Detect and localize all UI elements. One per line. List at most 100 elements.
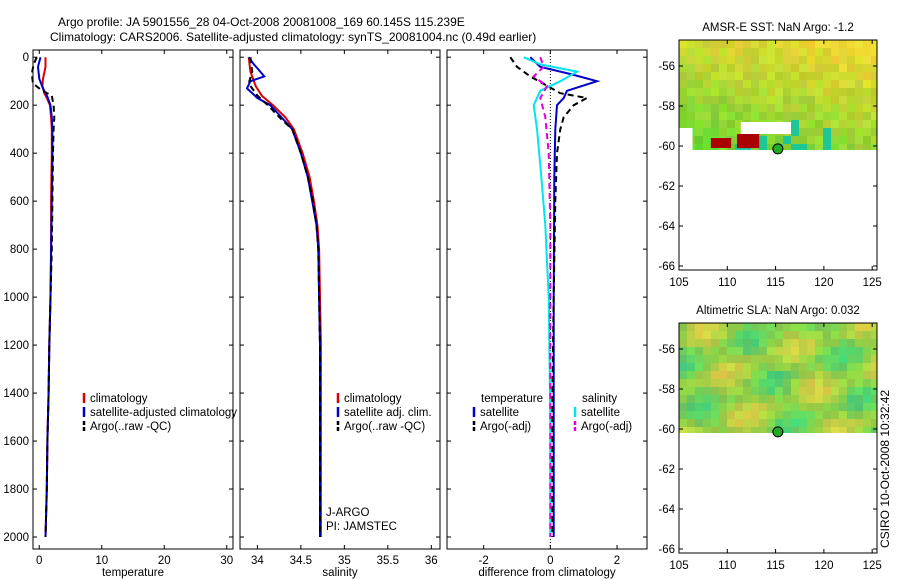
x-axis-label: salinity	[322, 567, 357, 579]
map-cell	[847, 379, 855, 387]
map-cell	[847, 395, 855, 403]
map-cell	[719, 355, 727, 363]
legend-argo: Argo(..raw -QC)	[90, 421, 171, 433]
map-cell	[823, 347, 831, 355]
map-cell	[783, 88, 791, 96]
map-cell	[767, 112, 775, 120]
map-cell	[775, 387, 783, 395]
map-cell	[799, 72, 807, 80]
map-cell	[807, 403, 815, 411]
map-cell	[703, 128, 711, 136]
map-cell	[687, 48, 695, 56]
map-cell	[679, 419, 687, 427]
map-cell	[783, 339, 791, 347]
map-cell	[711, 363, 719, 371]
map-cell	[791, 363, 799, 371]
map-cell	[847, 411, 855, 419]
map-cell	[839, 56, 847, 64]
map-cell	[831, 96, 839, 104]
map-cell	[679, 331, 687, 339]
legend-climatology: climatology	[90, 393, 148, 405]
map-cell	[871, 355, 877, 363]
x-tick-label: 30	[220, 555, 233, 567]
y-tick-label: 200	[10, 100, 29, 112]
map-cell	[767, 72, 775, 80]
map-cell	[791, 331, 799, 339]
map-cell	[807, 427, 815, 433]
x-tick-label: 110	[718, 560, 736, 572]
map-cell	[775, 339, 783, 347]
map-cell	[799, 331, 807, 339]
map-cell	[871, 48, 877, 56]
map-cell	[799, 144, 807, 150]
map-cell	[687, 96, 695, 104]
map-cell	[823, 363, 831, 371]
map-cell	[775, 104, 783, 112]
map-cell	[703, 104, 711, 112]
map-cell	[679, 112, 687, 120]
map-cell	[839, 104, 847, 112]
map-cell	[823, 379, 831, 387]
map-cell	[751, 379, 759, 387]
map-cell	[855, 48, 863, 56]
map-cell	[783, 104, 791, 112]
map-cell	[743, 112, 751, 120]
map-cell	[807, 144, 815, 150]
map-cell	[783, 411, 791, 419]
map-cell	[855, 427, 863, 433]
map-cell	[807, 419, 815, 427]
map-cell	[719, 323, 727, 331]
map-cell	[735, 331, 743, 339]
map-cell	[759, 371, 767, 379]
map-cell	[679, 355, 687, 363]
map-cell	[743, 403, 751, 411]
map-cell	[815, 395, 823, 403]
map-cell	[711, 64, 719, 72]
map-cell	[679, 339, 687, 347]
map-cell	[783, 331, 791, 339]
map-cell	[719, 339, 727, 347]
map-cell	[823, 355, 831, 363]
map-cell	[815, 387, 823, 395]
map-cell	[839, 64, 847, 72]
map-cell	[855, 144, 863, 150]
map-cell	[727, 112, 735, 120]
map-cell	[759, 355, 767, 363]
map-cell	[727, 80, 735, 88]
map-cell	[711, 112, 719, 120]
map-cell	[863, 88, 871, 96]
map-cell	[743, 395, 751, 403]
map-cell	[719, 347, 727, 355]
map-cell	[767, 387, 775, 395]
map-cell	[815, 403, 823, 411]
map-cell	[831, 411, 839, 419]
map-cell	[695, 371, 703, 379]
map-cell	[703, 347, 711, 355]
map-cell	[783, 323, 791, 331]
map-cell	[839, 403, 847, 411]
x-tick-label: 110	[718, 277, 736, 289]
map-cell	[871, 96, 877, 104]
map-cell	[871, 56, 877, 64]
map-cell	[791, 112, 799, 120]
map-cell	[839, 371, 847, 379]
map-cell	[735, 88, 743, 96]
map-cell	[679, 371, 687, 379]
map-cell	[711, 72, 719, 80]
map-cell	[847, 371, 855, 379]
map-cell	[855, 112, 863, 120]
map-cell	[791, 347, 799, 355]
map-cell	[799, 80, 807, 88]
map-cell	[783, 379, 791, 387]
map-cell	[839, 48, 847, 56]
map-cell	[727, 379, 735, 387]
map-cell	[775, 88, 783, 96]
map-cell	[719, 104, 727, 112]
map-cell	[839, 136, 847, 144]
map-cell	[727, 128, 735, 136]
map-cell	[791, 427, 799, 433]
map-cell	[719, 48, 727, 56]
map-cell	[719, 72, 727, 80]
map-cell	[799, 427, 807, 433]
map-cell	[855, 323, 863, 331]
